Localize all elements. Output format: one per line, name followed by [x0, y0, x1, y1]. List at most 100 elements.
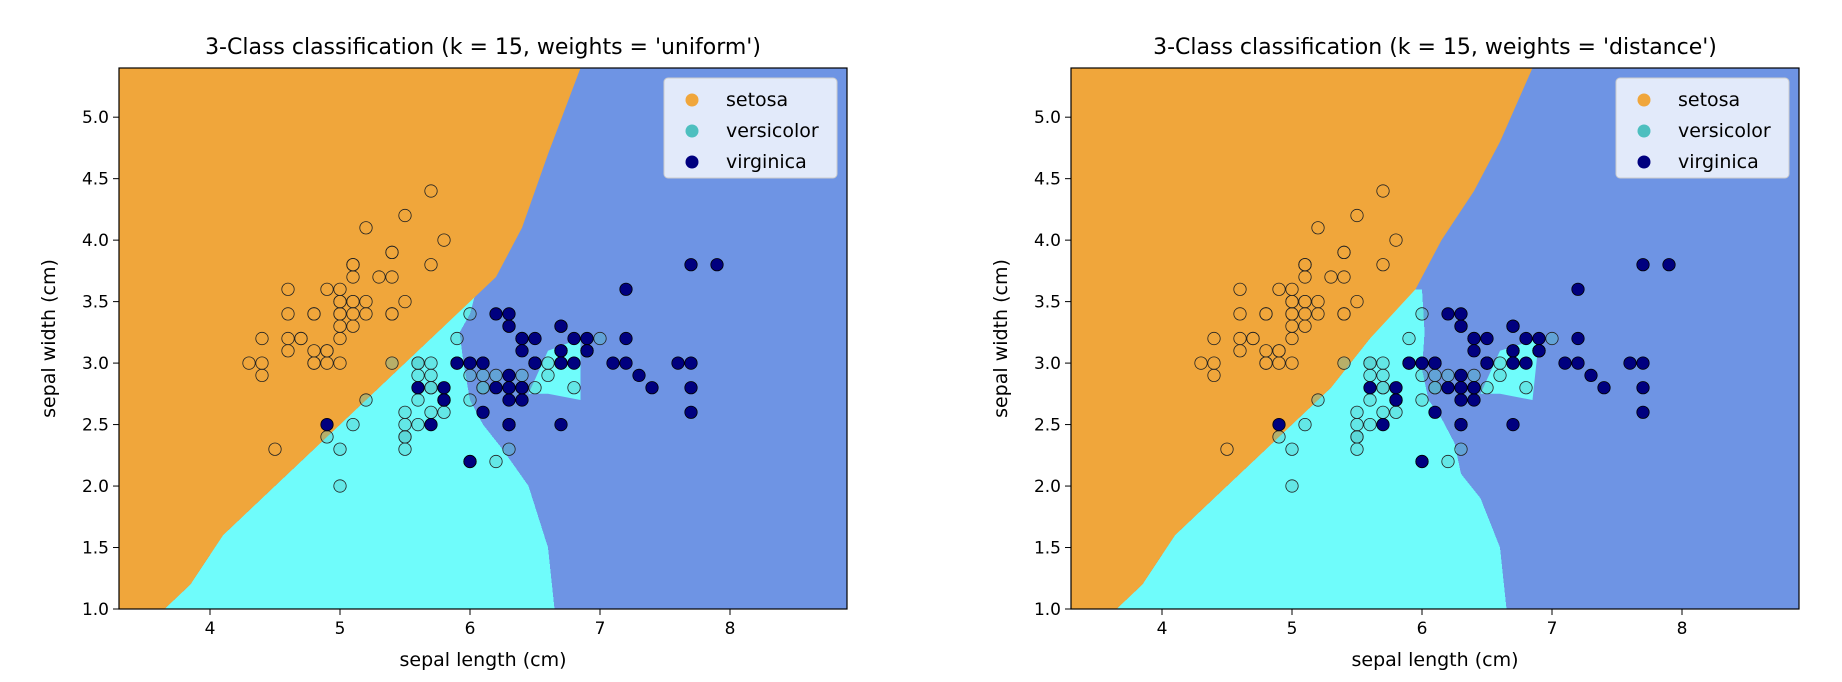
data-point: [1389, 381, 1403, 395]
data-point: [333, 282, 347, 296]
data-point: [1441, 454, 1455, 469]
data-point: [359, 307, 373, 321]
series-virginica: [320, 258, 724, 469]
y-tick-label: 3.0: [1034, 354, 1061, 374]
data-point: [1337, 356, 1351, 370]
region-versicolor-notch: [1480, 338, 1539, 400]
data-point: [1376, 405, 1390, 419]
legend-box: [663, 77, 838, 179]
data-point: [333, 319, 347, 333]
data-point: [502, 417, 516, 432]
data-point: [1493, 368, 1507, 382]
data-point: [463, 393, 477, 407]
data-point: [1519, 356, 1533, 370]
data-point: [1363, 417, 1377, 432]
data-point: [502, 319, 516, 333]
data-point: [1207, 356, 1221, 370]
data-point: [1454, 368, 1468, 382]
data-point: [1428, 356, 1442, 370]
data-point: [619, 282, 633, 296]
data-point: [1571, 331, 1585, 346]
y-tick-label: 3.5: [1034, 293, 1061, 313]
data-point: [489, 454, 503, 469]
data-point: [1376, 368, 1390, 382]
data-point: [1233, 331, 1247, 346]
data-point: [1259, 356, 1273, 370]
y-tick-label: 3.0: [82, 354, 109, 374]
data-point: [385, 307, 399, 321]
data-point: [1337, 245, 1351, 259]
data-point: [554, 344, 568, 358]
y-axis-label: sepal width (cm): [990, 259, 1012, 418]
data-point: [515, 331, 529, 346]
data-point: [1415, 307, 1429, 321]
data-point: [567, 356, 581, 370]
data-point: [593, 331, 607, 346]
x-axis-label: sepal length (cm): [1352, 649, 1519, 671]
x-tick-label: 7: [1547, 619, 1558, 639]
data-point: [1415, 454, 1429, 469]
data-point: [1454, 319, 1468, 333]
data-point: [281, 331, 295, 346]
legend-marker: [1637, 124, 1651, 138]
chart-title: 3-Class classification (k = 15, weights …: [1153, 35, 1717, 60]
data-point: [1285, 319, 1299, 333]
data-point: [606, 356, 620, 370]
y-tick-label: 3.5: [82, 293, 109, 313]
data-point: [1402, 356, 1416, 370]
data-point: [320, 344, 334, 358]
data-point: [1350, 405, 1364, 419]
data-point: [424, 417, 438, 432]
data-point: [1233, 307, 1247, 321]
data-point: [1324, 270, 1338, 284]
y-axis-label: sepal width (cm): [38, 259, 60, 418]
data-point: [1272, 282, 1286, 296]
legend-box: [1615, 77, 1790, 179]
data-point: [307, 356, 321, 370]
data-point: [1285, 282, 1299, 296]
data-point: [1467, 381, 1481, 395]
data-point: [632, 368, 646, 382]
data-point: [1350, 417, 1364, 432]
data-point: [580, 344, 594, 358]
data-point: [463, 307, 477, 321]
data-point: [1532, 344, 1546, 358]
x-tick-label: 5: [335, 619, 346, 639]
legend-label: versicolor: [1678, 120, 1771, 142]
data-point: [1506, 417, 1520, 432]
chart-panel-1: 4 5 6 7 8 1.0 1.5 2.0 2.5 3.0 3.5 4.0 4.5 5.0 3-Class …: [38, 35, 848, 671]
data-point: [619, 331, 633, 346]
series-setosa: [1194, 184, 1403, 456]
y-tick-label: 1.5: [82, 539, 109, 559]
data-point: [1376, 184, 1390, 198]
data-point: [1454, 307, 1468, 321]
data-point: [1298, 307, 1312, 321]
legend-label: setosa: [1678, 89, 1740, 111]
data-point: [619, 356, 633, 370]
data-point: [502, 442, 516, 456]
data-point: [1636, 405, 1650, 419]
data-point: [1571, 356, 1585, 370]
data-point: [359, 393, 373, 407]
legend-label: setosa: [726, 89, 788, 111]
data-point: [385, 356, 399, 370]
data-point: [398, 442, 412, 456]
data-point: [1337, 270, 1351, 284]
data-point: [1545, 331, 1559, 346]
data-point: [1493, 356, 1507, 370]
data-point: [437, 405, 451, 419]
data-point: [1428, 368, 1442, 382]
y-tick-label: 2.0: [82, 477, 109, 497]
y-tick-label: 1.5: [1034, 539, 1061, 559]
data-point: [1285, 442, 1299, 456]
data-point: [1558, 356, 1572, 370]
data-point: [1636, 258, 1650, 272]
data-point: [1350, 442, 1364, 456]
y-tick-label: 1.0: [1034, 600, 1061, 620]
data-point: [580, 331, 594, 346]
data-point: [671, 356, 685, 370]
data-point: [333, 331, 347, 346]
data-point: [528, 381, 542, 395]
data-point: [1584, 368, 1598, 382]
data-point: [1597, 381, 1611, 395]
